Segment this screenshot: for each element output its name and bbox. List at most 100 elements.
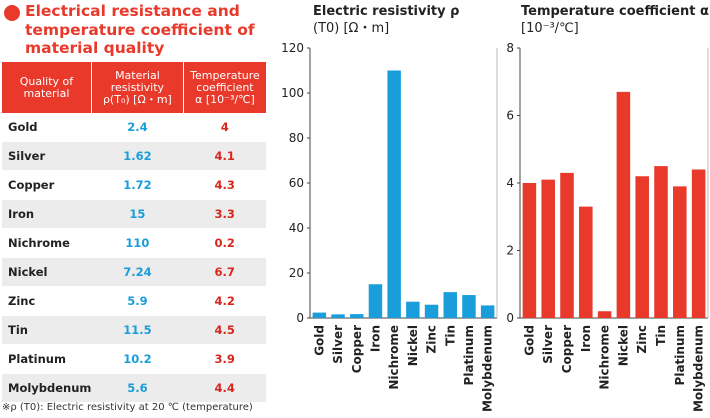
- temp-coefficient-category-label: Zinc: [635, 325, 649, 353]
- cell-temp-coefficient: 3.3: [183, 199, 266, 229]
- table-row: Copper 1.72 4.3: [2, 170, 266, 200]
- header-resistivity-line1: Material resistivity: [110, 68, 165, 94]
- resistivity-bar: [331, 314, 345, 318]
- table-row: Gold 2.4 4: [2, 113, 266, 142]
- resistivity-y-tick-label: 100: [281, 86, 304, 100]
- temp-coefficient-y-tick-label: 4: [506, 176, 514, 190]
- cell-material: Copper: [2, 170, 92, 200]
- resistivity-y-tick-label: 20: [289, 266, 304, 280]
- table-row: Nickel 7.24 6.7: [2, 257, 266, 287]
- temp-coefficient-bar: [579, 206, 593, 318]
- table-row: Silver 1.62 4.1: [2, 141, 266, 171]
- material-table: Quality of material Material resistivity…: [2, 62, 266, 403]
- temp-coefficient-category-label: Silver: [541, 325, 555, 364]
- table-row: Platinum 10.2 3.9: [2, 344, 266, 374]
- resistivity-bar: [480, 305, 495, 318]
- cell-material: Nickel: [2, 257, 92, 287]
- resistivity-y-tick-label: 0: [296, 311, 304, 325]
- temp-coefficient-category-label: Gold: [522, 325, 536, 356]
- temp-coefficient-chart-title: Temperature coefficient α: [521, 4, 709, 19]
- temp-coefficient-y-tick-label: 2: [506, 244, 514, 258]
- temp-coefficient-bar: [654, 166, 668, 318]
- resistivity-category-label: Gold: [312, 325, 326, 356]
- cell-material: Tin: [2, 315, 92, 345]
- resistivity-bar: [387, 70, 401, 318]
- resistivity-chart-title-block: Electric resistivity ρ (T0) [Ω・m]: [313, 3, 459, 37]
- cell-temp-coefficient: 0.2: [183, 228, 266, 258]
- cell-resistivity: 1.62: [91, 141, 184, 171]
- cell-resistivity: 10.2: [91, 344, 184, 374]
- bullet-dot-icon: [4, 5, 20, 21]
- table-header-row: Quality of material Material resistivity…: [2, 62, 266, 113]
- header-resistivity-line2: ρ(T₀) [Ω・m]: [102, 92, 172, 106]
- resistivity-category-label: Silver: [331, 325, 345, 364]
- cell-resistivity: 5.9: [91, 286, 184, 316]
- resistivity-bar: [406, 301, 420, 318]
- temp-coefficient-chart-subtitle: [10⁻³/℃]: [521, 21, 579, 36]
- temp-coefficient-y-tick-label: 6: [506, 109, 514, 123]
- page-title: Electrical resistance and temperature co…: [25, 2, 255, 57]
- resistivity-y-tick-label: 120: [281, 41, 304, 55]
- cell-temp-coefficient: 4.1: [183, 141, 266, 171]
- resistivity-category-label: Iron: [368, 325, 382, 352]
- resistivity-bar: [368, 284, 383, 318]
- resistivity-category-label: Zinc: [425, 325, 439, 353]
- table-row: Zinc 5.9 4.2: [2, 286, 266, 316]
- temp-coefficient-bar: [616, 91, 631, 318]
- cell-temp-coefficient: 4: [183, 113, 266, 142]
- temp-coefficient-y-tick-label: 8: [506, 41, 514, 55]
- resistivity-category-label: Copper: [350, 325, 364, 373]
- temp-coefficient-category-label: Molybdenum: [692, 325, 706, 412]
- header-temp-coefficient: Temperature coefficient α [10⁻³/℃]: [183, 62, 266, 113]
- cell-resistivity: 110: [91, 228, 184, 258]
- temp-coefficient-category-label: Nickel: [616, 325, 630, 366]
- cell-temp-coefficient: 4.5: [183, 315, 266, 345]
- cell-material: Platinum: [2, 344, 92, 374]
- resistivity-y-tick-label: 40: [289, 221, 304, 235]
- cell-material: Zinc: [2, 286, 92, 316]
- resistivity-category-label: Tin: [443, 325, 457, 346]
- table-row: Tin 11.5 4.5: [2, 315, 266, 345]
- cell-resistivity: 2.4: [91, 113, 184, 142]
- resistivity-category-label: Nickel: [406, 325, 420, 366]
- temp-coefficient-category-label: Tin: [654, 325, 668, 346]
- temp-coefficient-chart-title-block: Temperature coefficient α [10⁻³/℃]: [521, 3, 709, 37]
- cell-material: Silver: [2, 141, 92, 171]
- resistivity-y-tick-label: 60: [289, 176, 304, 190]
- cell-resistivity: 15: [91, 199, 184, 229]
- cell-temp-coefficient: 4.4: [183, 373, 266, 403]
- cell-resistivity: 5.6: [91, 373, 184, 403]
- temp-coefficient-y-tick-label: 0: [506, 311, 514, 325]
- temp-coefficient-bar: [522, 183, 537, 318]
- cell-resistivity: 7.24: [91, 257, 184, 287]
- resistivity-bar: [350, 314, 364, 318]
- cell-temp-coefficient: 6.7: [183, 257, 266, 287]
- table-row: Nichrome 110 0.2: [2, 228, 266, 258]
- table-row: Iron 15 3.3: [2, 199, 266, 229]
- header-material: Quality of material: [2, 62, 92, 113]
- cell-material: Gold: [2, 113, 92, 142]
- temp-coefficient-bar: [691, 169, 706, 318]
- resistivity-category-label: Nichrome: [387, 325, 401, 390]
- resistivity-chart-subtitle: (T0) [Ω・m]: [313, 21, 390, 36]
- temp-coefficient-category-label: Nichrome: [598, 325, 612, 390]
- temp-coefficient-category-label: Platinum: [673, 325, 687, 385]
- temp-coefficient-bar: [597, 311, 612, 318]
- resistivity-bar: [462, 295, 476, 318]
- resistivity-y-tick-label: 80: [289, 131, 304, 145]
- resistivity-bar: [312, 312, 327, 318]
- header-tc-line1: Temperature coefficient: [190, 68, 260, 94]
- table-row: Molybdenum 5.6 4.4: [2, 373, 266, 403]
- cell-resistivity: 11.5: [91, 315, 184, 345]
- header-tc-line2: α [10⁻³/℃]: [195, 92, 255, 106]
- temp-coefficient-category-label: Copper: [560, 325, 574, 373]
- footnote: ※ρ (T0): Electric resistivity at 20 ℃ (t…: [2, 402, 253, 413]
- temp-coefficient-bar: [560, 172, 574, 318]
- cell-material: Nichrome: [2, 228, 92, 258]
- temp-coefficient-bar: [673, 186, 687, 318]
- resistivity-category-label: Platinum: [462, 325, 476, 385]
- resistivity-bar: [424, 304, 439, 318]
- cell-temp-coefficient: 4.2: [183, 286, 266, 316]
- resistivity-chart-title: Electric resistivity ρ: [313, 4, 460, 19]
